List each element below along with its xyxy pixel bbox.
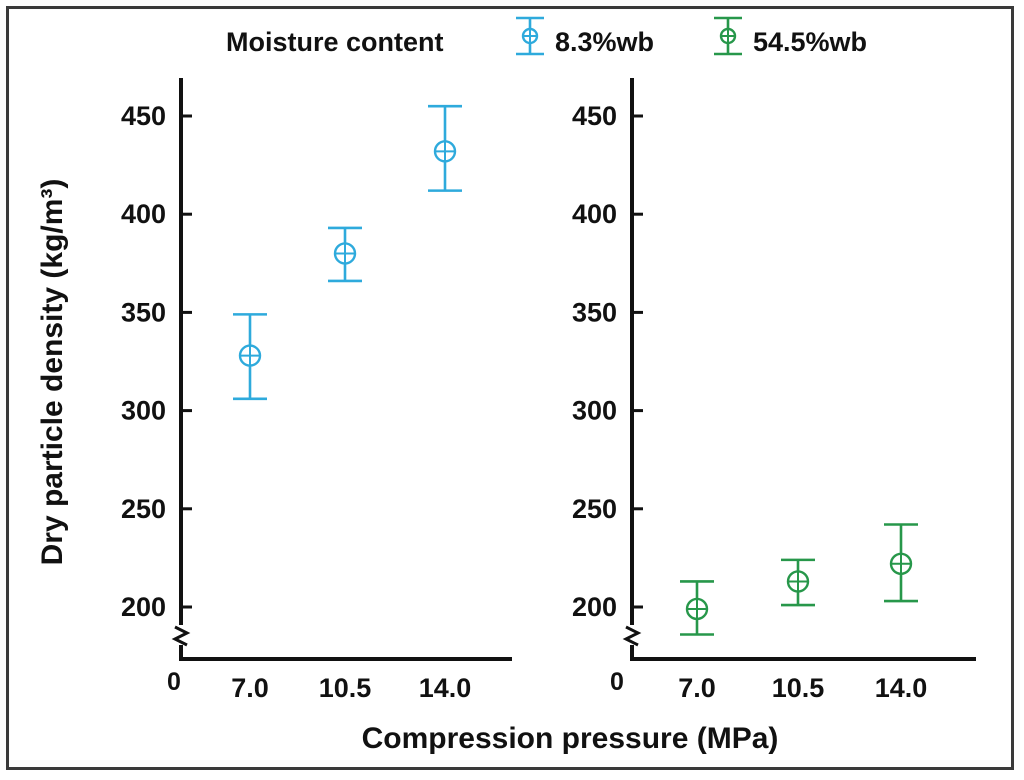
axis-origin-label: 0	[610, 668, 624, 696]
x-axis-title: Compression pressure (MPa)	[362, 722, 779, 755]
data-point	[889, 552, 913, 575]
x-tick-label: 10.5	[772, 673, 825, 703]
y-tick-label: 350	[572, 297, 617, 327]
y-axis-break	[171, 625, 191, 647]
y-axis-title: Dry particle density (kg/m³)	[36, 179, 69, 566]
data-point	[786, 570, 810, 593]
y-tick-label: 200	[572, 592, 617, 622]
legend-title: Moisture content	[226, 27, 444, 57]
y-tick-label: 350	[121, 297, 166, 327]
x-tick-label: 10.5	[319, 673, 372, 703]
x-tick-label: 7.0	[231, 673, 269, 703]
figure-frame	[6, 6, 1014, 770]
legend-label-series-1: 8.3%wb	[555, 27, 654, 57]
axis-origin-label: 0	[167, 668, 181, 696]
y-tick-label: 450	[572, 101, 617, 131]
data-point	[685, 597, 709, 621]
y-axis-break	[622, 625, 642, 647]
panel-left: 200 250 300 350 400 450 0 7.0 10.5 14.0	[121, 78, 512, 703]
y-tick-label: 400	[572, 199, 617, 229]
x-tick-label: 7.0	[678, 673, 716, 703]
y-tick-label: 250	[572, 494, 617, 524]
y-tick-label: 450	[121, 101, 166, 131]
legend: Moisture content 8.3%wb 54.5%wb	[226, 16, 867, 57]
x-tick-label: 14.0	[875, 673, 928, 703]
legend-marker	[719, 27, 737, 45]
y-tick-label: 300	[572, 396, 617, 426]
x-tick-label: 14.0	[419, 673, 472, 703]
data-point	[238, 344, 262, 367]
y-tick-label: 200	[121, 592, 166, 622]
y-tick-label: 400	[121, 199, 166, 229]
legend-marker	[521, 27, 539, 45]
data-point	[433, 140, 457, 163]
legend-label-series-2: 54.5%wb	[753, 27, 867, 57]
panel-right: 200 250 300 350 400 450 0 7.0 10.5 14.0	[572, 78, 976, 703]
legend-marker-series-2	[714, 16, 742, 56]
y-tick-label: 300	[121, 396, 166, 426]
data-point	[333, 242, 357, 265]
y-tick-label: 250	[121, 494, 166, 524]
legend-marker-series-1	[516, 16, 544, 56]
